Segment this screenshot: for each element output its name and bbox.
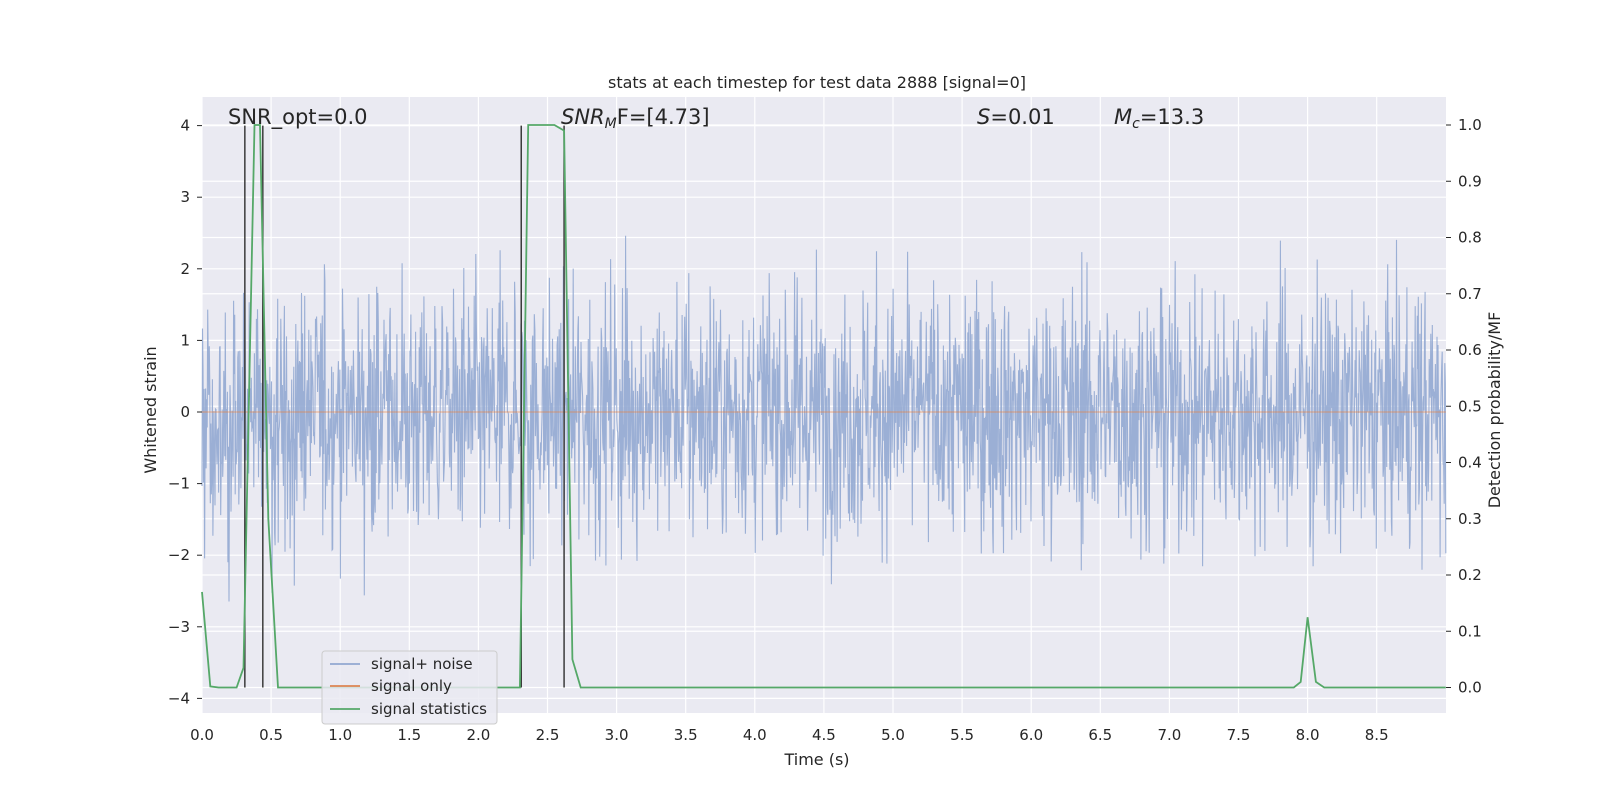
y-tick-label: 2 <box>180 260 190 278</box>
y2-tick-label: 0.1 <box>1458 622 1482 640</box>
y2-tick-label: 0.0 <box>1458 679 1482 697</box>
mc-sub: c <box>1132 116 1140 132</box>
y-axis-label: Whitened strain <box>141 346 160 473</box>
y-tick-label: 3 <box>180 188 190 206</box>
x-tick-label: 4.0 <box>743 726 767 744</box>
y-tick-label: 1 <box>180 331 190 349</box>
legend-box <box>321 650 498 725</box>
snr-mf-var: SNR <box>561 105 605 129</box>
legend: signal+ noise signal only signal statist… <box>321 650 498 725</box>
y2-tick-label: 0.5 <box>1458 397 1482 415</box>
y2-tick-label: 0.2 <box>1458 566 1482 584</box>
s-value: =0.01 <box>990 105 1054 129</box>
x-tick-label: 2.5 <box>536 726 560 744</box>
x-tick-label: 2.0 <box>466 726 490 744</box>
x-tick-label: 8.0 <box>1296 726 1320 744</box>
y2-tick-label: 1.0 <box>1458 116 1482 134</box>
x-tick-label: 1.5 <box>397 726 421 744</box>
y-axis-ticks: 4 3 2 1 0 −1 −2 −3 −4 <box>168 117 202 707</box>
series-signal-statistics <box>201 124 1446 689</box>
legend-label-statistics: signal statistics <box>371 700 487 718</box>
y-tick-label: 0 <box>180 403 190 421</box>
snr-mf-value: F=[4.73] <box>617 105 710 129</box>
x-tick-label: 7.5 <box>1227 726 1251 744</box>
legend-label-noise: signal+ noise <box>371 655 473 673</box>
y2-tick-label: 0.9 <box>1458 172 1482 190</box>
x-tick-label: 3.5 <box>674 726 698 744</box>
x-tick-label: 1.0 <box>328 726 352 744</box>
x-tick-label: 0.5 <box>259 726 283 744</box>
x-tick-label: 5.0 <box>881 726 905 744</box>
y-tick-label: −3 <box>168 618 190 636</box>
x-tick-label: 8.5 <box>1365 726 1389 744</box>
x-tick-label: 0.0 <box>190 726 214 744</box>
x-tick-label: 3.0 <box>605 726 629 744</box>
x-tick-label: 7.0 <box>1157 726 1181 744</box>
chart-title: stats at each timestep for test data 288… <box>608 73 1026 92</box>
y-tick-label: 4 <box>180 117 190 135</box>
noise-trace <box>201 235 1447 602</box>
y-tick-label: −1 <box>168 475 190 493</box>
x-axis-label: Time (s) <box>783 750 849 769</box>
snr-mf-sub: M <box>605 116 617 132</box>
series-signal-noise <box>201 235 1447 602</box>
annotation-snr-opt: SNR_opt=0.0 <box>228 105 368 130</box>
y2-tick-label: 0.3 <box>1458 510 1482 528</box>
x-axis-ticks: 0.0 0.5 1.0 1.5 2.0 2.5 3.0 3.5 4.0 4.5 5.0 5.5 6.0 6… <box>190 726 1389 744</box>
annotation-mc: Mc=13.3 <box>1114 105 1204 132</box>
mc-value: =13.3 <box>1140 105 1204 129</box>
x-tick-label: 6.5 <box>1088 726 1112 744</box>
x-tick-label: 6.0 <box>1019 726 1043 744</box>
y2-axis-ticks: 1.0 0.9 0.8 0.7 0.6 0.5 0.4 0.3 0.2 0.1 0.0 <box>1446 116 1482 697</box>
annotation-s: S=0.01 <box>977 105 1055 129</box>
s-var: S <box>977 105 990 129</box>
y2-tick-label: 0.8 <box>1458 229 1482 247</box>
x-tick-label: 5.5 <box>950 726 974 744</box>
x-tick-label: 4.5 <box>812 726 836 744</box>
annotation-snr-mf: SNRMF=[4.73] <box>561 105 710 132</box>
y-tick-label: −4 <box>168 689 190 707</box>
y2-tick-label: 0.7 <box>1458 285 1482 303</box>
y-tick-label: −2 <box>168 546 190 564</box>
y2-tick-label: 0.6 <box>1458 341 1482 359</box>
mc-var: M <box>1114 105 1132 129</box>
legend-label-signal-only: signal only <box>371 677 452 695</box>
y2-axis-label: Detection probability/MF <box>1485 312 1504 509</box>
y2-tick-label: 0.4 <box>1458 454 1482 472</box>
